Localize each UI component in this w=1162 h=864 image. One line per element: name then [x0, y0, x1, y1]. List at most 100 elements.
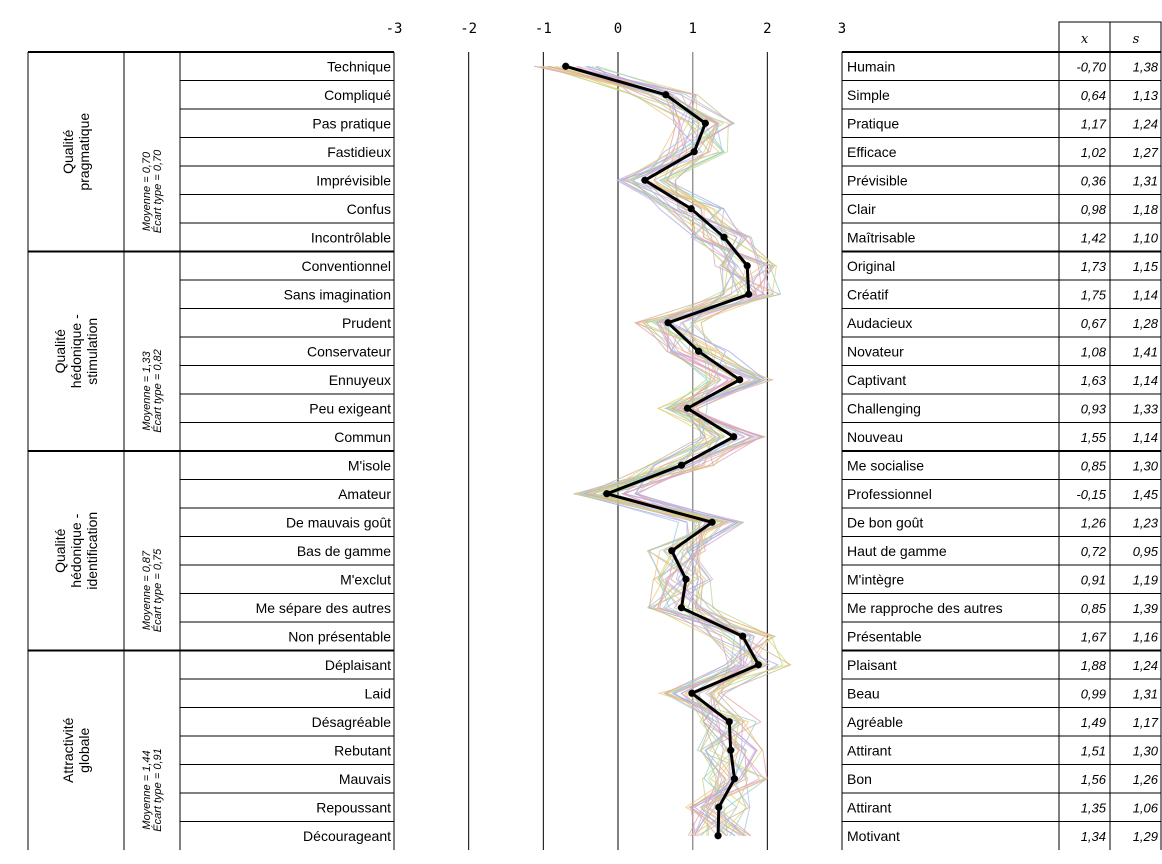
left-anchor-label: De mauvais goût [286, 514, 391, 530]
mean-point [720, 233, 728, 241]
group-label: Qualitépragmatique [60, 113, 92, 191]
mean-value: 1,56 [1081, 772, 1107, 787]
right-anchor-label: M'intègre [847, 571, 904, 587]
right-anchor-label: Professionnel [847, 486, 932, 502]
sd-value: 1,18 [1133, 202, 1159, 217]
mean-value: -0,15 [1076, 487, 1106, 502]
left-anchor-label: Rebutant [334, 742, 391, 758]
x-tick-label: 0 [614, 21, 622, 37]
right-anchor-label: Prévisible [847, 172, 908, 188]
mean-value: 0,67 [1081, 316, 1107, 331]
sd-value: 1,14 [1133, 373, 1158, 388]
sd-value: 1,23 [1133, 515, 1159, 530]
participant-lines [533, 65, 792, 837]
mean-value: -0,70 [1076, 59, 1106, 74]
left-anchor-label: Peu exigeant [309, 400, 391, 416]
x-tick-label: 1 [688, 21, 696, 37]
mean-point [677, 604, 686, 612]
chart-grid [393, 52, 843, 850]
right-anchor-label: De bon goût [847, 514, 923, 530]
mean-point [743, 262, 751, 270]
mean-point [695, 347, 703, 355]
sd-value: 1,33 [1133, 401, 1159, 416]
x-tick-label: 3 [838, 21, 846, 37]
right-anchor-label: Efficace [847, 144, 897, 160]
mean-point [562, 62, 570, 70]
participant-line [555, 65, 777, 837]
mean-point [603, 490, 611, 498]
right-anchor-label: Motivant [847, 828, 900, 844]
mean-value: 1,02 [1081, 145, 1107, 160]
right-anchor-label: Simple [847, 87, 890, 103]
mean-value: 0,98 [1081, 202, 1107, 217]
mean-point [725, 718, 733, 726]
sd-value: 1,29 [1133, 829, 1158, 844]
participant-line [543, 65, 777, 836]
mean-value: 1,34 [1081, 829, 1106, 844]
mean-value: 1,88 [1081, 658, 1107, 673]
x-tick-label: 2 [763, 21, 771, 37]
participant-line [587, 65, 767, 837]
mean-line [565, 64, 761, 836]
right-anchor-label: Original [847, 258, 895, 274]
sd-header-label: s [1133, 32, 1140, 47]
sd-value: 1,28 [1133, 316, 1159, 331]
left-anchor-label: M'isole [348, 457, 391, 473]
group-label: Qualitéhédonique -identification [52, 512, 100, 590]
mean-point [730, 775, 739, 783]
right-anchor-label: Agréable [847, 714, 903, 730]
sd-value: 1,31 [1133, 686, 1158, 701]
mean-value: 0,36 [1081, 173, 1107, 188]
left-anchor-label: Bas de gamme [297, 543, 391, 559]
left-anchor-label: Me sépare des autres [256, 600, 391, 616]
sd-value: 1,14 [1133, 287, 1158, 302]
mean-value: 1,42 [1081, 230, 1107, 245]
participant-line [564, 65, 765, 837]
mean-value: 1,67 [1081, 629, 1107, 644]
sd-value: 1,17 [1133, 715, 1159, 730]
right-anchor-label: Plaisant [847, 657, 897, 673]
mean-header-label: x [1081, 32, 1089, 47]
right-anchor-label: Créatif [847, 286, 888, 302]
right-anchor-label: Me rapproche des autres [847, 600, 1003, 616]
mean-point [701, 119, 709, 127]
mean-point [727, 746, 735, 754]
mean-point [682, 575, 690, 583]
mean-value: 1,75 [1081, 287, 1107, 302]
participant-line [564, 65, 782, 837]
sd-value: 1,38 [1133, 59, 1159, 74]
left-anchor-label: Incontrôlable [311, 229, 391, 245]
mean-point [687, 205, 695, 213]
right-anchor-label: Présentable [847, 628, 922, 644]
left-anchor-label: Ennuyeux [329, 372, 391, 388]
mean-point [715, 803, 723, 811]
group-stats: Moyenne = 0,87Écart type = 0,75 [141, 548, 164, 632]
right-anchor-label: Pratique [847, 115, 899, 131]
mean-point [754, 661, 762, 669]
right-anchor-label: Novateur [847, 343, 904, 359]
sd-value: 1,26 [1133, 772, 1159, 787]
sd-value: 1,06 [1133, 800, 1159, 815]
sd-value: 1,19 [1133, 572, 1158, 587]
right-anchor-label: Humain [847, 58, 895, 74]
sd-value: 1,30 [1133, 458, 1159, 473]
x-tick-label: -2 [460, 21, 477, 37]
mean-value: 1,51 [1081, 743, 1106, 758]
left-anchor-label: Pas pratique [312, 115, 391, 131]
mean-value: 1,35 [1081, 800, 1107, 815]
sd-value: 1,10 [1133, 230, 1159, 245]
mean-point [664, 319, 672, 327]
mean-point [690, 148, 698, 156]
sd-value: 1,41 [1133, 344, 1158, 359]
right-anchor-label: Audacieux [847, 315, 912, 331]
group-label: Qualitéhédonique -stimulation [52, 314, 100, 388]
right-anchor-label: Beau [847, 685, 880, 701]
left-anchor-label: Confus [347, 201, 391, 217]
left-anchor-label: Mauvais [339, 771, 391, 787]
mean-value: 0,93 [1081, 401, 1107, 416]
mean-point [677, 461, 686, 469]
right-anchor-label: Captivant [847, 372, 906, 388]
mean-value: 0,72 [1081, 544, 1107, 559]
left-anchor-label: Prudent [342, 315, 391, 331]
left-anchor-label: Non présentable [288, 628, 391, 644]
